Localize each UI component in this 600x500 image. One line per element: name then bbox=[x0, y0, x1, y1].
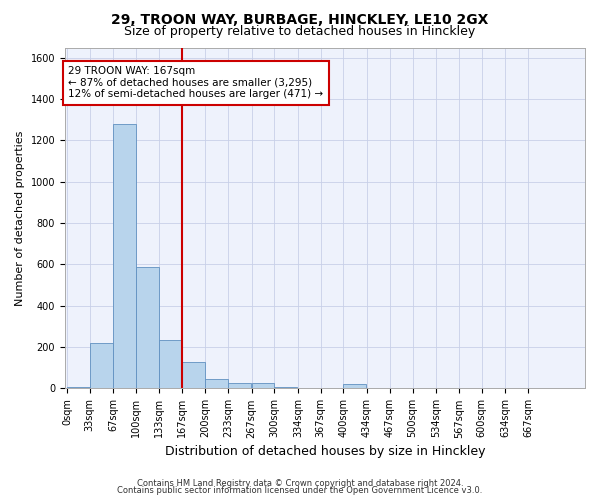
Text: Size of property relative to detached houses in Hinckley: Size of property relative to detached ho… bbox=[124, 25, 476, 38]
Y-axis label: Number of detached properties: Number of detached properties bbox=[15, 130, 25, 306]
Bar bbox=[136, 266, 159, 388]
Bar bbox=[343, 384, 366, 388]
Bar bbox=[90, 344, 113, 388]
Bar bbox=[228, 382, 251, 388]
Text: 29 TROON WAY: 167sqm
← 87% of detached houses are smaller (3,295)
12% of semi-de: 29 TROON WAY: 167sqm ← 87% of detached h… bbox=[68, 66, 323, 100]
Text: Contains HM Land Registry data © Crown copyright and database right 2024.: Contains HM Land Registry data © Crown c… bbox=[137, 478, 463, 488]
Bar bbox=[113, 124, 136, 388]
Bar bbox=[205, 378, 228, 388]
Text: 29, TROON WAY, BURBAGE, HINCKLEY, LE10 2GX: 29, TROON WAY, BURBAGE, HINCKLEY, LE10 2… bbox=[112, 12, 488, 26]
X-axis label: Distribution of detached houses by size in Hinckley: Distribution of detached houses by size … bbox=[165, 444, 485, 458]
Bar bbox=[251, 384, 274, 388]
Bar bbox=[159, 340, 182, 388]
Text: Contains public sector information licensed under the Open Government Licence v3: Contains public sector information licen… bbox=[118, 486, 482, 495]
Bar bbox=[67, 387, 90, 388]
Bar bbox=[182, 362, 205, 388]
